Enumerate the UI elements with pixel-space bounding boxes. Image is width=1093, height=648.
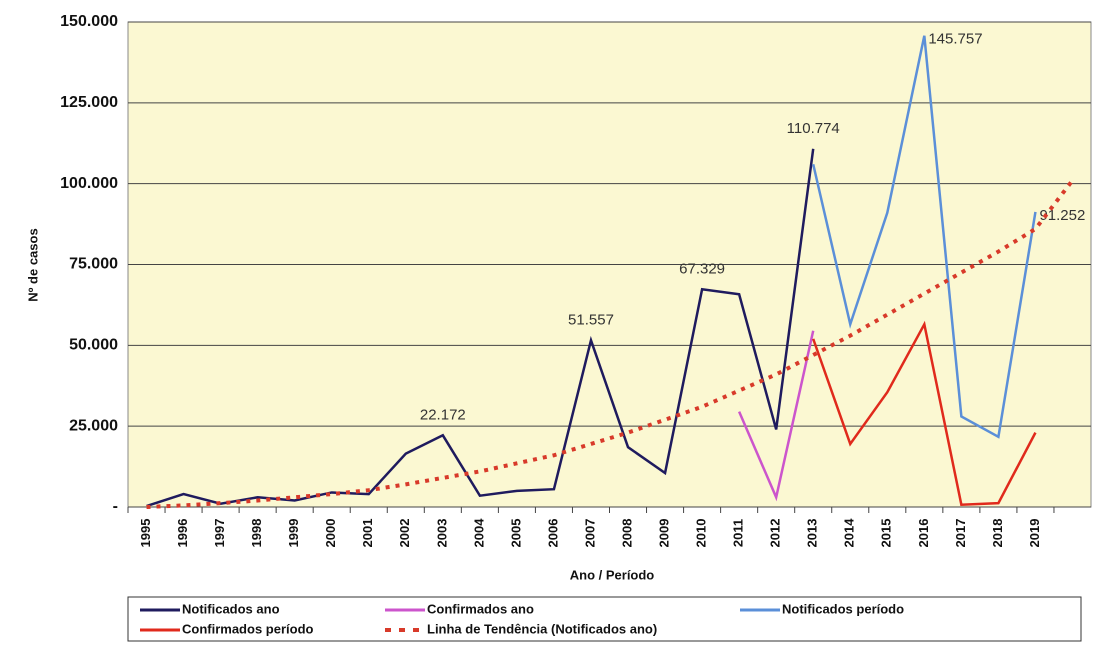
x-tick-label: 2017 xyxy=(953,519,968,548)
data-label: 67.329 xyxy=(679,260,725,277)
y-axis-title: Nº de casos xyxy=(25,228,40,301)
x-tick-label: 2019 xyxy=(1027,519,1042,548)
x-tick-label: 2007 xyxy=(582,519,597,548)
x-tick-label: 2010 xyxy=(694,519,709,548)
y-tick-label: 25.000 xyxy=(69,417,118,434)
data-label: 110.774 xyxy=(787,120,840,137)
series-line xyxy=(737,330,815,502)
y-tick-label: 150.000 xyxy=(60,13,118,30)
series-line xyxy=(812,320,1037,507)
y-tick-label: 50.000 xyxy=(69,337,118,354)
x-tick-label: 2011 xyxy=(731,519,746,547)
legend-label: Notificados ano xyxy=(182,601,280,616)
x-tick-label: 2014 xyxy=(842,518,857,548)
x-tick-label: 1996 xyxy=(175,519,190,548)
x-tick-label: 2016 xyxy=(916,519,931,548)
data-label: 91.252 xyxy=(1039,207,1085,224)
x-tick-label: 2013 xyxy=(805,519,820,548)
x-tick-label: 2012 xyxy=(768,519,783,548)
legend-label: Notificados período xyxy=(782,601,904,616)
y-tick-label: 125.000 xyxy=(60,94,118,111)
x-tick-label: 2008 xyxy=(619,519,634,548)
legend xyxy=(127,596,1082,642)
x-tick-label: 1998 xyxy=(249,519,264,548)
x-axis-title: Ano / Período xyxy=(570,567,655,582)
x-tick-label: 2004 xyxy=(471,518,486,548)
x-tick-label: 2000 xyxy=(323,519,338,548)
x-tick-label: 1999 xyxy=(286,519,301,548)
legend-label: Confirmados período xyxy=(182,621,314,636)
legend-label: Confirmados ano xyxy=(427,601,534,616)
x-tick-label: 1995 xyxy=(138,519,153,548)
x-tick-label: 2005 xyxy=(508,519,523,548)
x-tick-label: 1997 xyxy=(212,519,227,548)
x-tick-label: 2001 xyxy=(360,519,375,548)
y-tick-label: 75.000 xyxy=(69,256,118,273)
series-line xyxy=(146,148,815,508)
x-tick-label: 2018 xyxy=(990,519,1005,548)
legend-label: Linha de Tendência (Notificados ano) xyxy=(427,621,657,636)
data-label: 22.172 xyxy=(420,406,466,423)
x-tick-label: 2009 xyxy=(656,519,671,548)
y-tick-label: - xyxy=(113,498,118,515)
series-line xyxy=(811,35,1037,439)
x-tick-label: 2006 xyxy=(545,519,560,548)
y-tick-label: 100.000 xyxy=(60,175,118,192)
data-label: 51.557 xyxy=(568,311,614,328)
x-tick-label: 2002 xyxy=(397,519,412,548)
data-label: 145.757 xyxy=(928,31,982,48)
x-tick-label: 2015 xyxy=(879,519,894,548)
x-tick-label: 2003 xyxy=(434,519,449,548)
